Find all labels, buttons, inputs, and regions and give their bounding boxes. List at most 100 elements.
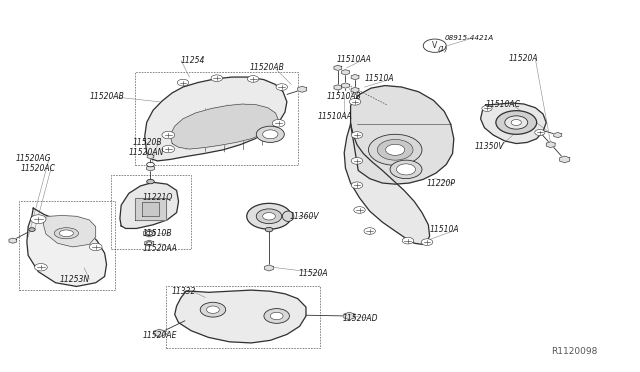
Circle shape <box>511 119 522 125</box>
Circle shape <box>386 144 404 155</box>
Circle shape <box>351 158 363 164</box>
Text: 11520A: 11520A <box>509 54 538 64</box>
Circle shape <box>276 84 287 90</box>
Polygon shape <box>141 202 159 216</box>
Circle shape <box>262 212 275 220</box>
Polygon shape <box>298 86 307 92</box>
Circle shape <box>421 239 433 246</box>
Polygon shape <box>547 142 555 148</box>
Circle shape <box>262 130 278 139</box>
Text: 11520AE: 11520AE <box>143 331 177 340</box>
Circle shape <box>256 209 282 224</box>
Text: 11510AC: 11510AC <box>486 100 521 109</box>
Circle shape <box>364 228 376 234</box>
Polygon shape <box>334 85 342 90</box>
Polygon shape <box>145 77 287 161</box>
Polygon shape <box>9 238 17 243</box>
Polygon shape <box>554 132 561 138</box>
Text: 11253N: 11253N <box>60 275 90 283</box>
Circle shape <box>162 145 175 153</box>
Polygon shape <box>264 265 273 271</box>
Circle shape <box>264 309 289 323</box>
Circle shape <box>402 237 413 244</box>
Circle shape <box>90 243 102 251</box>
Text: 11520AA: 11520AA <box>143 244 178 253</box>
Text: 11510AB: 11510AB <box>326 92 361 101</box>
Text: 08915-4421A: 08915-4421A <box>445 35 494 41</box>
Circle shape <box>207 306 220 313</box>
Polygon shape <box>175 290 306 343</box>
Polygon shape <box>351 86 454 184</box>
Polygon shape <box>170 104 278 149</box>
Circle shape <box>31 215 46 224</box>
Polygon shape <box>144 230 155 237</box>
Text: 11332: 11332 <box>172 287 196 296</box>
Circle shape <box>272 119 285 127</box>
Circle shape <box>146 231 152 235</box>
Circle shape <box>369 134 422 165</box>
Circle shape <box>247 76 259 82</box>
Circle shape <box>351 182 363 189</box>
Text: 11520AN: 11520AN <box>129 148 164 157</box>
Polygon shape <box>135 198 166 220</box>
Ellipse shape <box>54 228 79 239</box>
Polygon shape <box>560 156 570 163</box>
Circle shape <box>147 162 154 167</box>
Text: 11520AG: 11520AG <box>15 154 51 163</box>
Text: 11221Q: 11221Q <box>143 193 173 202</box>
Polygon shape <box>120 182 179 228</box>
Polygon shape <box>147 154 154 159</box>
Text: 11520B: 11520B <box>132 138 163 147</box>
Polygon shape <box>44 215 96 247</box>
Text: 11350V: 11350V <box>474 142 504 151</box>
Circle shape <box>423 39 446 52</box>
Text: 11520AB: 11520AB <box>250 63 285 72</box>
Text: V: V <box>432 41 437 50</box>
Circle shape <box>211 75 223 81</box>
Text: 11520AD: 11520AD <box>343 314 378 323</box>
Circle shape <box>29 228 35 231</box>
Circle shape <box>35 263 47 271</box>
Text: 11510AA: 11510AA <box>317 112 353 121</box>
Polygon shape <box>147 166 154 171</box>
Polygon shape <box>344 312 355 320</box>
Text: 11520AB: 11520AB <box>90 92 124 101</box>
Polygon shape <box>27 208 106 286</box>
Polygon shape <box>145 240 154 246</box>
Text: 11510A: 11510A <box>365 74 394 83</box>
Ellipse shape <box>60 230 74 237</box>
Circle shape <box>256 126 284 142</box>
Circle shape <box>378 140 413 160</box>
Polygon shape <box>481 103 546 144</box>
Text: 11510B: 11510B <box>143 230 172 238</box>
Circle shape <box>351 132 363 138</box>
Circle shape <box>200 302 226 317</box>
Circle shape <box>265 227 273 232</box>
Circle shape <box>535 129 545 135</box>
Circle shape <box>246 203 291 229</box>
Circle shape <box>349 99 361 105</box>
Ellipse shape <box>282 211 294 221</box>
Circle shape <box>482 106 492 112</box>
Polygon shape <box>154 329 165 337</box>
Polygon shape <box>351 87 359 93</box>
Polygon shape <box>342 70 349 75</box>
Polygon shape <box>334 65 342 70</box>
Circle shape <box>505 116 528 129</box>
Text: 11510AA: 11510AA <box>337 55 371 64</box>
Polygon shape <box>344 124 429 244</box>
Text: 11520A: 11520A <box>299 269 328 278</box>
Circle shape <box>496 111 537 134</box>
Polygon shape <box>351 74 359 80</box>
Text: 11360V: 11360V <box>289 212 319 221</box>
Text: 11510A: 11510A <box>429 225 460 234</box>
Polygon shape <box>342 83 349 88</box>
Circle shape <box>396 164 415 175</box>
Text: R1120098: R1120098 <box>550 347 597 356</box>
Circle shape <box>354 207 365 213</box>
Circle shape <box>162 131 175 139</box>
Circle shape <box>147 242 152 245</box>
Text: 11254: 11254 <box>181 56 205 65</box>
Circle shape <box>177 79 189 86</box>
Circle shape <box>147 179 154 184</box>
